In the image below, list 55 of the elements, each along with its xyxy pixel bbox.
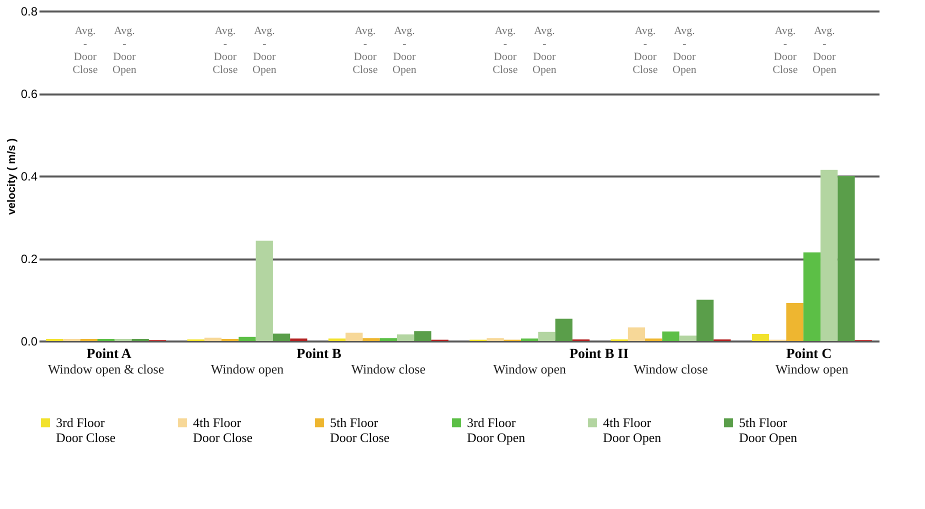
bar [238,336,256,341]
bar [555,318,572,341]
legend-label: 5th Floor Door Open [739,414,798,445]
bar [486,338,504,341]
bar [803,252,821,341]
bar [272,334,290,341]
x-tick-label: Window open [493,362,566,376]
annotation: Avg. - Door Close [492,25,518,76]
annotation: Avg. - Door Open [532,25,557,76]
bar [696,300,714,341]
bar [820,170,838,341]
bar [752,334,770,341]
x-tick-label: Window open & close [48,362,164,376]
y-tick-label: 0.2 [20,252,38,266]
x-tick-label: Window close [351,362,426,376]
legend-label: 4th Floor Door Close [193,414,253,445]
bar [786,303,804,341]
annotation: Avg. - Door Close [632,25,658,76]
bar [346,332,363,341]
annotation: Avg. - Door Close [352,25,378,76]
bar [838,176,855,341]
bar [628,327,646,341]
annotation: Avg. - Door Open [392,25,417,76]
annotation: Avg. - Door Close [212,25,238,76]
text: Point B II [569,347,629,362]
text: Point A [86,347,132,362]
y-tick-label: 0.4 [20,170,38,184]
x-tick-label: Window open [210,362,284,376]
y-tick-label: 0.8 [20,4,38,18]
bar [679,336,696,341]
legend-label: 5th Floor Door Close [330,414,390,445]
y-tick-label: 0.6 [20,87,38,101]
x-tick-label: Window close [634,362,708,376]
annotation: Avg. - Door Close [772,25,798,76]
bar [538,332,556,341]
bar [662,332,680,341]
legend-label: 4th Floor Door Open [603,414,662,445]
x-tick-label: Window open [776,362,849,376]
legend-label: 3rd Floor Door Close [56,414,116,445]
y-axis-title: velocity ( m/s ) [6,138,18,215]
y-tick-label: 0.0 [20,334,38,348]
bar [256,240,273,341]
bar [204,338,222,341]
annotation: Avg. - Door Open [112,25,137,76]
legend-label: 3rd Floor Door Open [467,414,526,445]
annotation: Avg. - Door Open [252,25,277,76]
bar [380,338,397,341]
bar [414,331,432,341]
annotation: Avg. - Door Open [812,25,837,76]
annotation: Avg. - Door Close [72,25,98,76]
text: Point B [296,347,342,362]
text: Point C [786,347,832,362]
bar [362,338,380,341]
bar [396,334,414,341]
annotation: Avg. - Door Open [672,25,697,76]
